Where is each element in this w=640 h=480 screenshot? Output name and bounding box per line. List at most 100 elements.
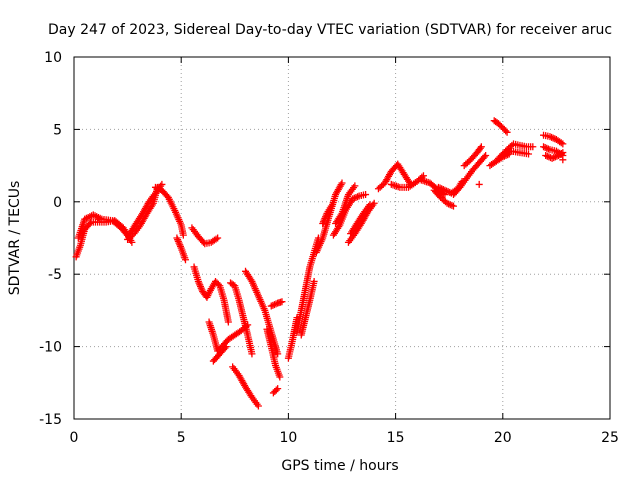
- data-point: [224, 318, 232, 326]
- data-point: [557, 139, 565, 147]
- x-tick-label: 25: [601, 430, 619, 446]
- data-point: [543, 152, 551, 160]
- data-point: [310, 277, 318, 285]
- x-tick-label: 0: [70, 430, 79, 446]
- series-arc31: [449, 151, 490, 199]
- data-point: [502, 127, 510, 135]
- series-arc8: [190, 263, 232, 326]
- x-tick-label: 20: [494, 430, 512, 446]
- data-point: [540, 143, 548, 151]
- data-point: [212, 235, 220, 243]
- data-point: [443, 199, 451, 207]
- series-arc21: [319, 202, 335, 228]
- data-point: [475, 180, 483, 188]
- data-point: [221, 344, 229, 352]
- data-point: [446, 201, 454, 209]
- series-arc26: [374, 160, 415, 193]
- y-tick-label: -5: [48, 267, 62, 283]
- data-point: [128, 238, 136, 246]
- y-tick-label: 5: [53, 122, 62, 138]
- data-point: [545, 153, 553, 161]
- data-point: [270, 301, 278, 309]
- data-point: [546, 133, 554, 141]
- series-arc5: [151, 183, 187, 239]
- data-point: [448, 201, 456, 209]
- data-point: [350, 194, 358, 202]
- data-point: [548, 154, 556, 162]
- data-point: [153, 184, 161, 192]
- data-point: [548, 133, 556, 141]
- series-arc35: [490, 117, 511, 136]
- data-point: [542, 151, 550, 159]
- data-point: [274, 385, 282, 393]
- data-point: [503, 128, 511, 136]
- data-point: [370, 199, 378, 207]
- data-point: [550, 154, 558, 162]
- x-tick-label: 10: [279, 430, 297, 446]
- data-point: [248, 350, 256, 358]
- series-arc14: [263, 325, 284, 381]
- data-point: [362, 191, 370, 199]
- data-point: [351, 182, 359, 190]
- data-point: [269, 301, 277, 309]
- data-point: [222, 343, 230, 351]
- data-point: [543, 144, 551, 152]
- data-point: [549, 134, 557, 142]
- series-arc32: [460, 143, 485, 170]
- data-point: [436, 184, 444, 192]
- data-point: [86, 220, 94, 228]
- data-point: [366, 201, 374, 209]
- y-tick-label: -10: [39, 340, 62, 356]
- data-point: [544, 145, 552, 153]
- series-arc29: [430, 186, 457, 210]
- data-point: [441, 186, 449, 194]
- data-point: [443, 187, 451, 195]
- axis-ticks: 0 5 10 15 20 25 -15 -10 -5 0 5 10: [39, 50, 619, 446]
- data-point: [477, 143, 485, 151]
- data-point: [338, 179, 346, 187]
- x-axis-label: GPS time / hours: [281, 458, 398, 474]
- data-point: [254, 402, 262, 410]
- data-point: [181, 256, 189, 264]
- series-arc25: [347, 201, 374, 238]
- data-point: [337, 181, 345, 189]
- chart-title: Day 247 of 2023, Sidereal Day-to-day VTE…: [48, 22, 612, 38]
- y-tick-label: 10: [44, 50, 62, 66]
- data-point: [557, 150, 565, 158]
- series-arc6: [173, 234, 189, 264]
- y-tick-label: 0: [53, 195, 62, 211]
- data-point: [476, 144, 484, 152]
- series-arc12: [229, 363, 262, 410]
- data-point: [439, 185, 447, 193]
- data-point: [242, 322, 250, 330]
- data-point: [272, 386, 280, 394]
- data-point: [525, 150, 533, 158]
- series-arc27: [387, 172, 427, 191]
- series-arc11: [209, 343, 230, 365]
- series-arc19: [297, 277, 318, 339]
- data-point: [278, 298, 286, 306]
- series-arc16: [269, 385, 282, 397]
- series-arc7: [188, 224, 222, 248]
- plot-frame: [73, 56, 611, 420]
- series-arc23: [332, 182, 359, 228]
- data-point: [449, 202, 457, 210]
- data-point: [327, 202, 335, 210]
- y-axis-label: SDTVAR / TECUs: [7, 181, 23, 296]
- data-point: [559, 156, 567, 164]
- data-point: [354, 193, 362, 201]
- data-point: [155, 185, 163, 193]
- y-tick-label: -15: [39, 412, 62, 428]
- series-arc38: [540, 131, 567, 148]
- series-arc37: [499, 147, 533, 158]
- data-point: [529, 143, 537, 151]
- data-point: [179, 231, 187, 239]
- data-points: [72, 117, 567, 410]
- data-point: [482, 151, 490, 159]
- data-point: [480, 153, 488, 161]
- series-arc41: [559, 156, 567, 164]
- data-point: [434, 183, 442, 191]
- data-point: [214, 280, 222, 288]
- data-point: [151, 183, 159, 191]
- grid: [74, 57, 610, 419]
